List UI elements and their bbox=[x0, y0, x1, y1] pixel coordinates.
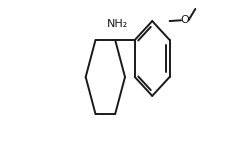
Text: O: O bbox=[180, 15, 189, 25]
Text: NH₂: NH₂ bbox=[107, 19, 128, 29]
